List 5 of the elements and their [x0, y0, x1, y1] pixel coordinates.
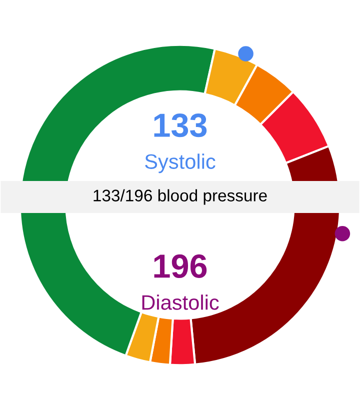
- text: 133: [154, 113, 207, 138]
- text: Systolic: [145, 154, 216, 174]
- text: 196: [154, 254, 207, 278]
- text: 133/196 blood pressure: [94, 189, 267, 205]
- text: Diastolic: [142, 294, 219, 310]
